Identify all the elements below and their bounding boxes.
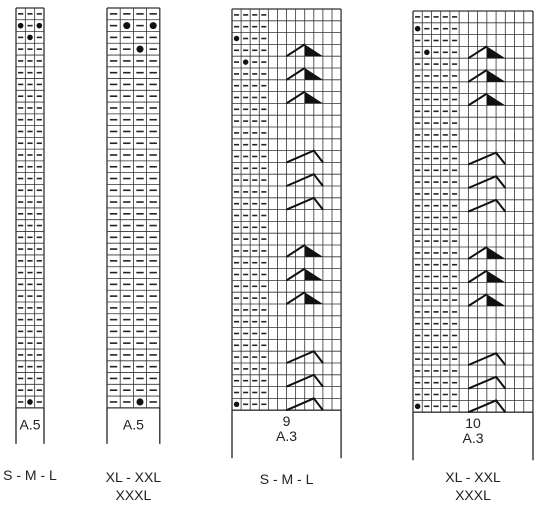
- decrease-stroke: [467, 69, 488, 83]
- decrease-wedge: [486, 93, 506, 106]
- dot-symbol: [149, 22, 157, 30]
- dot-symbol: [36, 22, 43, 29]
- decrease-stroke: [467, 269, 488, 284]
- dot-symbol: [17, 22, 24, 29]
- decrease-wedge: [304, 68, 323, 80]
- size-label: XL - XXL: [106, 469, 162, 485]
- decrease-stroke: [467, 293, 488, 307]
- decrease-wedge: [304, 245, 323, 257]
- decrease-wedge: [304, 44, 323, 57]
- legend-text: A.5: [123, 416, 144, 432]
- legend-text: A.5: [19, 416, 40, 432]
- decrease-wedge: [486, 46, 506, 59]
- legend-text: A.3: [276, 428, 297, 444]
- dot-symbol: [27, 34, 33, 41]
- legend-text: A.3: [462, 430, 483, 446]
- decrease-stroke: [467, 151, 507, 166]
- dot-symbol: [242, 59, 249, 65]
- dot-symbol: [414, 403, 421, 410]
- decrease-stroke: [286, 172, 324, 187]
- chart-c1: A.5 S - M - L: [3, 7, 57, 483]
- decrease-wedge: [486, 270, 506, 283]
- dot-symbol: [123, 22, 131, 30]
- decrease-stroke: [467, 174, 507, 189]
- decrease-stroke: [285, 267, 306, 282]
- size-label: S - M - L: [260, 471, 314, 487]
- decrease-wedge: [304, 292, 323, 304]
- dot-symbol: [136, 45, 144, 53]
- decrease-stroke: [467, 399, 507, 414]
- chart-c4: 10A.3 XL - XXL XXXL: [412, 10, 534, 503]
- decrease-stroke: [467, 198, 507, 213]
- decrease-wedge: [486, 247, 506, 259]
- decrease-wedge: [304, 268, 323, 281]
- size-label: XXXL: [455, 487, 491, 503]
- dot-symbol: [414, 25, 421, 32]
- decrease-stroke: [467, 375, 507, 390]
- decrease-wedge: [486, 294, 506, 306]
- decrease-stroke: [286, 349, 324, 364]
- decrease-stroke: [467, 92, 488, 107]
- dot-symbol: [136, 398, 144, 406]
- decrease-stroke: [285, 244, 306, 258]
- decrease-stroke: [285, 291, 306, 305]
- legend-text: 10: [465, 415, 481, 431]
- decrease-stroke: [467, 45, 488, 60]
- decrease-stroke: [285, 43, 306, 58]
- dot-symbol: [233, 401, 240, 408]
- decrease-stroke: [286, 397, 324, 412]
- size-label: S - M - L: [3, 467, 57, 483]
- size-label: XXXL: [115, 487, 151, 503]
- chart-c3: 9A.3 S - M - L: [231, 8, 342, 487]
- decrease-wedge: [304, 91, 323, 104]
- decrease-stroke: [286, 149, 324, 164]
- decrease-stroke: [285, 90, 306, 105]
- decrease-stroke: [286, 196, 324, 211]
- legend-text: 9: [283, 413, 291, 429]
- decrease-stroke: [285, 67, 306, 81]
- dot-symbol: [424, 49, 430, 56]
- dot-symbol: [233, 35, 240, 42]
- decrease-stroke: [467, 351, 507, 366]
- decrease-stroke: [467, 246, 488, 260]
- chart-c2: A.5 XL - XXL XXXL: [106, 7, 162, 503]
- size-label: XL - XXL: [445, 469, 501, 485]
- dot-symbol: [27, 399, 33, 405]
- decrease-stroke: [286, 373, 324, 388]
- decrease-wedge: [486, 70, 506, 82]
